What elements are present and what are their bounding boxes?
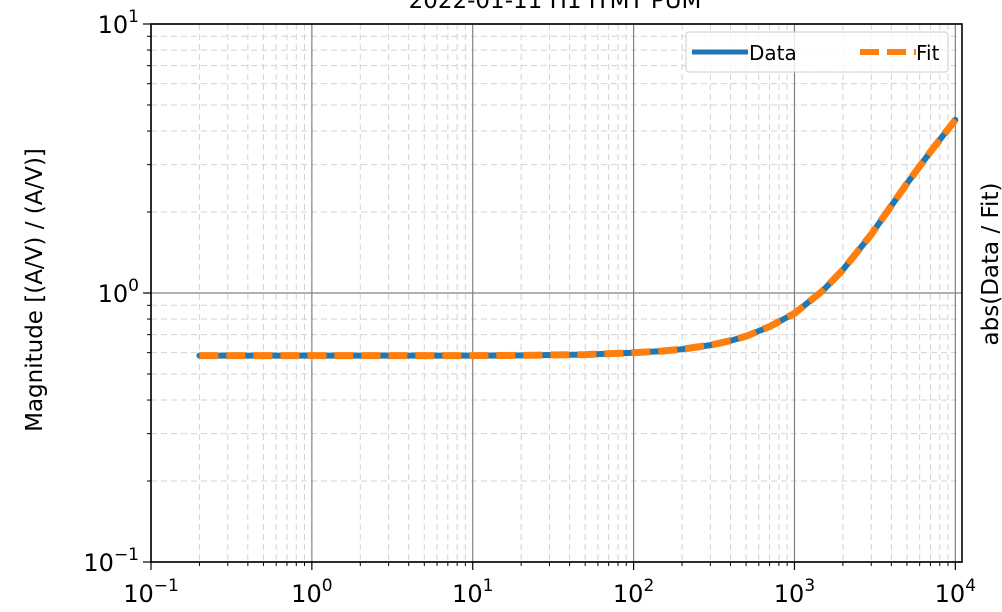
x-tick-label: 103 [774, 576, 815, 608]
y-tick-label: 101 [98, 7, 139, 39]
y-tick-labels: 10−1 100 101 [83, 7, 139, 577]
legend-label-fit: Fit [916, 41, 940, 65]
x-tick-label: 102 [613, 576, 654, 608]
x-tick-label: 100 [291, 576, 332, 608]
axis-ticks [143, 23, 956, 570]
legend: Data Fit [685, 31, 949, 73]
x-tick-label: 10−1 [123, 576, 179, 608]
legend-box [685, 31, 949, 73]
y-tick-label: 100 [98, 276, 139, 308]
x-tick-label: 104 [935, 576, 976, 608]
y-tick-label: 10−1 [83, 545, 139, 577]
series-line-fit [199, 117, 959, 360]
y-axis-label: Magnitude [(A/V) / (A/V)] [22, 148, 48, 432]
series-line-data [196, 116, 959, 359]
x-tick-label: 101 [452, 576, 493, 608]
chart-title: 2022-01-11 H1 ITMY PUM [409, 0, 702, 14]
series-layer [196, 116, 959, 360]
x-tick-labels: 10−1 100 101 102 103 104 [123, 576, 976, 608]
y2-axis-label: abs(Data / Fit) [978, 183, 1002, 346]
legend-label-data: Data [749, 41, 797, 65]
